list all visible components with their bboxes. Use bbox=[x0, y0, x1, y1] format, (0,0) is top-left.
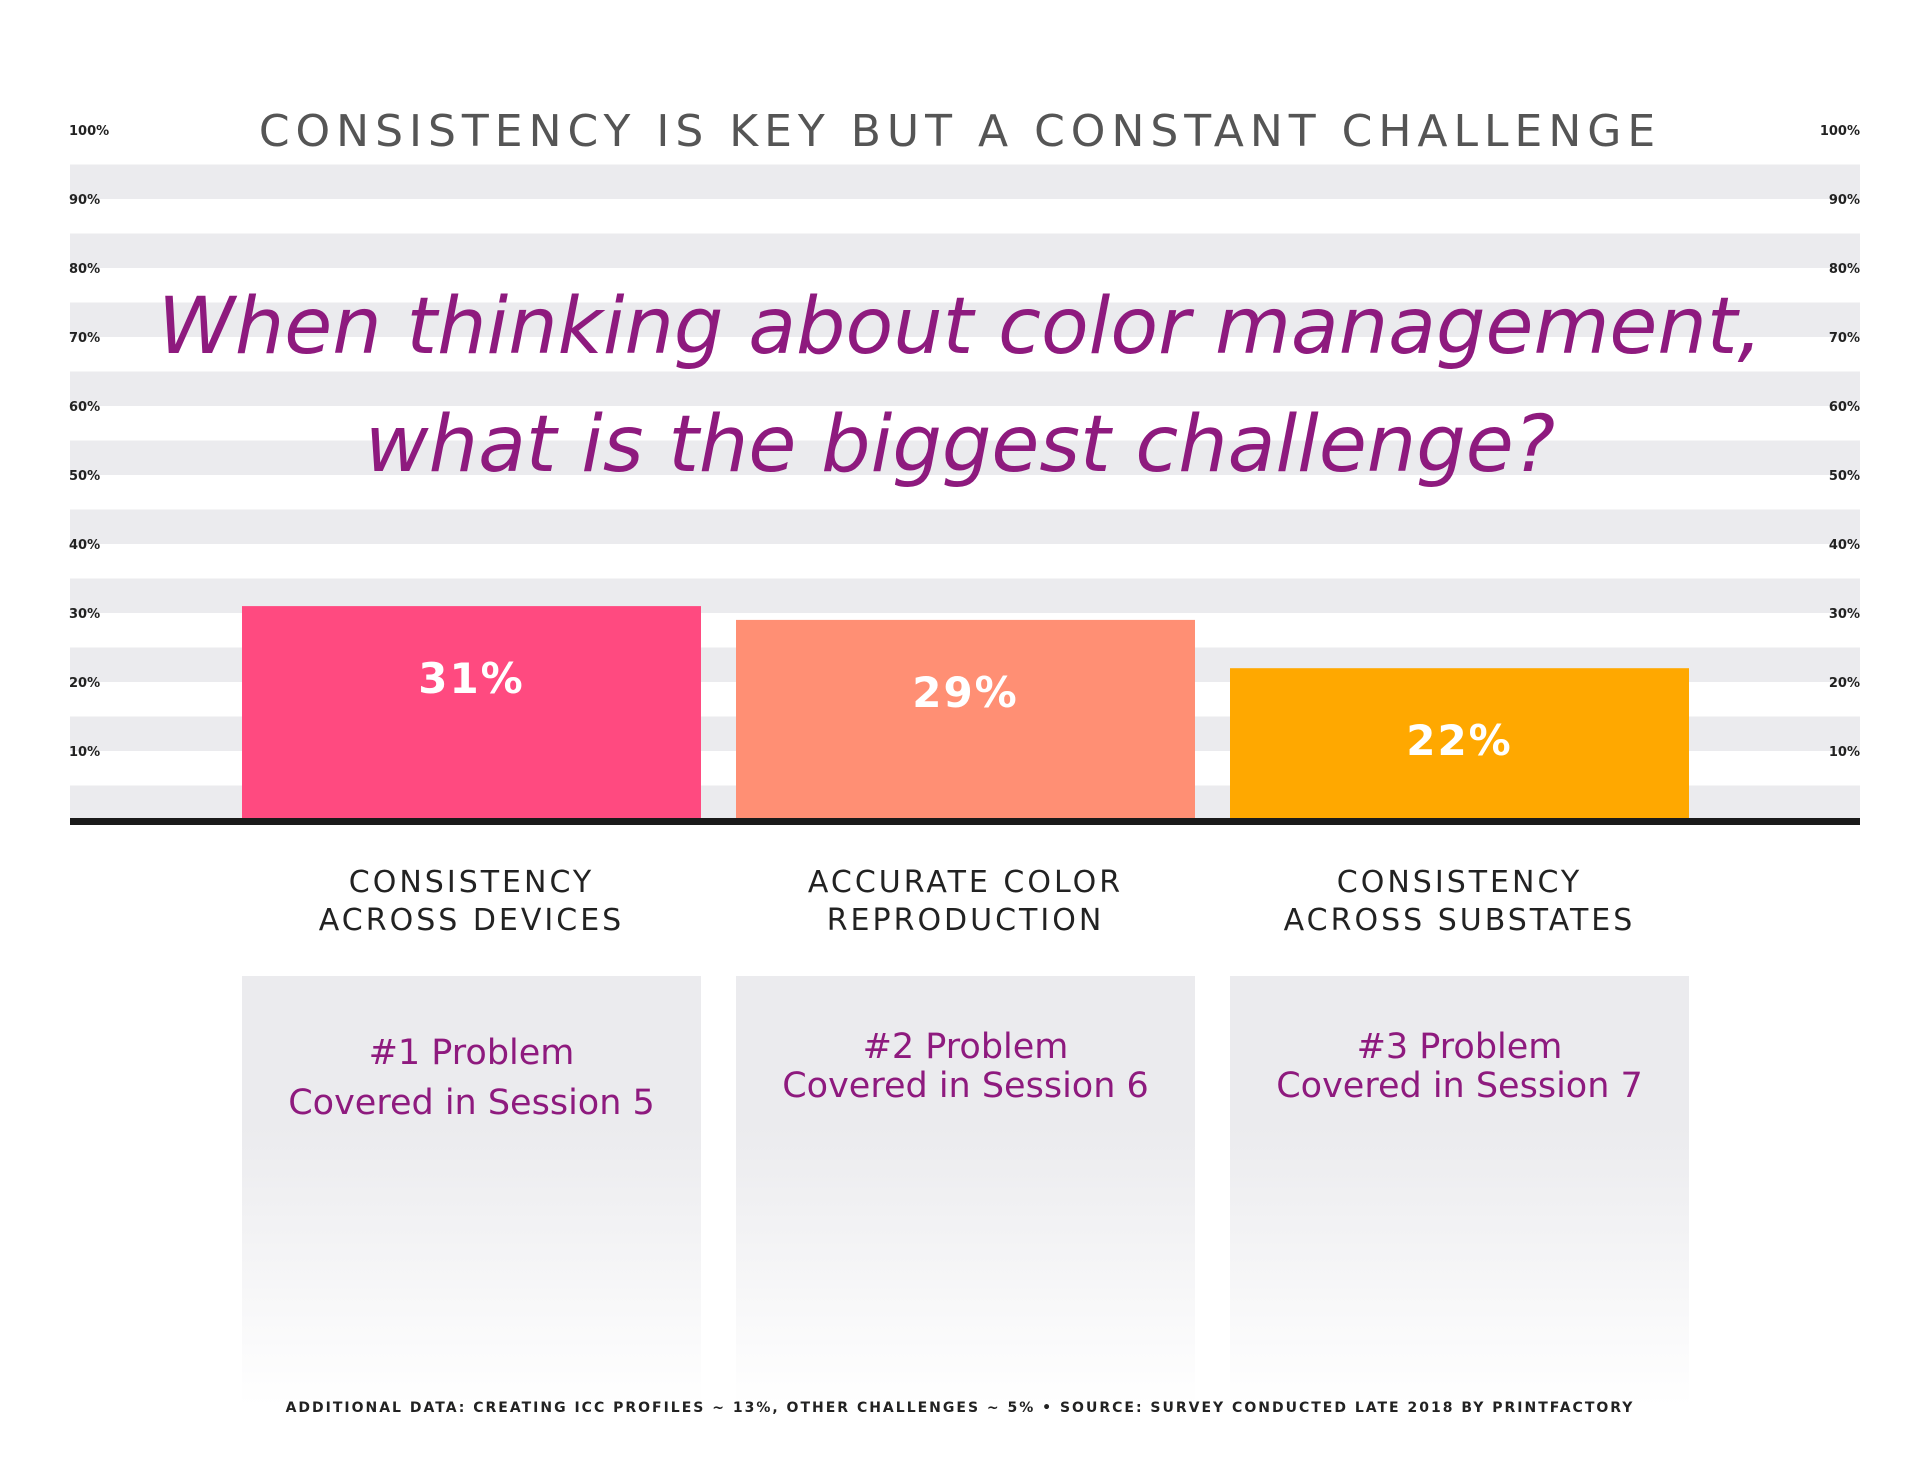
x-axis-baseline bbox=[70, 818, 1860, 825]
info-panel-line: #2 Problem bbox=[862, 1027, 1069, 1067]
y-tick-label-left: 90% bbox=[69, 193, 100, 208]
chart-title: CONSISTENCY IS KEY BUT A CONSTANT CHALLE… bbox=[258, 106, 1662, 157]
info-panel-text: #3 Problem Covered in Session 7 bbox=[1230, 1028, 1689, 1106]
bar bbox=[242, 606, 701, 820]
info-panel-problem-2: #2 Problem Covered in Session 6 bbox=[736, 976, 1195, 1406]
bar-value-label: 29% bbox=[912, 668, 1019, 717]
y-tick-label-right: 100% bbox=[1820, 124, 1860, 139]
y-tick-label-left: 40% bbox=[69, 538, 100, 553]
grid-band bbox=[70, 233, 1860, 268]
footnote: ADDITIONAL DATA: CREATING ICC PROFILES ~… bbox=[285, 1400, 1635, 1416]
category-label-line: CONSISTENCY bbox=[348, 865, 595, 900]
info-panel-line: #1 Problem bbox=[368, 1033, 575, 1073]
y-tick-label-left: 30% bbox=[69, 607, 100, 622]
bars bbox=[242, 606, 1689, 820]
grid-band bbox=[70, 302, 1860, 337]
bar bbox=[736, 619, 1195, 820]
category-label-line: CONSISTENCY bbox=[1336, 865, 1583, 900]
grid-band bbox=[70, 509, 1860, 544]
y-tick-label-left: 70% bbox=[69, 331, 100, 346]
info-panel-problem-1: #1 Problem Covered in Session 5 bbox=[242, 976, 701, 1406]
survey-question-line-1: When thinking about color management, bbox=[157, 282, 1763, 372]
y-tick-label-right: 90% bbox=[1829, 193, 1860, 208]
grid-band bbox=[70, 371, 1860, 406]
bar-value-label: 22% bbox=[1406, 716, 1513, 765]
category-label-line: ACCURATE COLOR bbox=[807, 865, 1124, 900]
info-panel-text: #2 Problem Covered in Session 6 bbox=[736, 1028, 1195, 1106]
category-label-line: ACROSS DEVICES bbox=[318, 903, 625, 938]
y-tick-label-right: 30% bbox=[1829, 607, 1860, 622]
info-panel-problem-3: #3 Problem Covered in Session 7 bbox=[1230, 976, 1689, 1406]
category-label-consistency-substates: CONSISTENCY ACROSS SUBSTATES bbox=[1230, 864, 1690, 940]
bar-value-labels: 31% 29% 22% bbox=[418, 654, 1513, 765]
y-tick-label-right: 40% bbox=[1829, 538, 1860, 553]
grid-band bbox=[70, 440, 1860, 475]
y-tick-label-left: 60% bbox=[69, 400, 100, 415]
survey-question: When thinking about color management, wh… bbox=[0, 268, 1920, 504]
info-panel-line: Covered in Session 7 bbox=[1276, 1066, 1643, 1106]
category-label-accurate-color: ACCURATE COLOR REPRODUCTION bbox=[736, 864, 1196, 940]
y-tick-label-right: 50% bbox=[1829, 469, 1860, 484]
y-tick-label-left: 20% bbox=[69, 676, 100, 691]
y-tick-label-right: 70% bbox=[1829, 331, 1860, 346]
category-label-line: REPRODUCTION bbox=[826, 903, 1105, 938]
y-tick-label-right: 20% bbox=[1829, 676, 1860, 691]
y-tick-label-right: 10% bbox=[1829, 745, 1860, 760]
y-tick-label-right: 80% bbox=[1829, 262, 1860, 277]
y-tick-label-right: 60% bbox=[1829, 400, 1860, 415]
category-label-line: ACROSS SUBSTATES bbox=[1283, 903, 1636, 938]
y-axis-ticks: 10% 10% 20% 20% 30% 30% 40% 40% 50% 50% 60% 60% 70% 7… bbox=[69, 124, 1860, 760]
info-panel-line: Covered in Session 6 bbox=[782, 1066, 1149, 1106]
bar bbox=[1230, 668, 1689, 820]
y-tick-label-left: 10% bbox=[69, 745, 100, 760]
info-panel-text: #1 Problem Covered in Session 5 bbox=[242, 1028, 701, 1128]
y-tick-label-left: 100% bbox=[69, 124, 109, 139]
y-tick-label-left: 50% bbox=[69, 469, 100, 484]
bar-value-label: 31% bbox=[418, 654, 525, 703]
grid-band bbox=[70, 164, 1860, 199]
y-tick-label-left: 80% bbox=[69, 262, 100, 277]
info-panel-line: Covered in Session 5 bbox=[288, 1083, 655, 1123]
info-panel-line: #3 Problem bbox=[1356, 1027, 1563, 1067]
category-label-consistency-devices: CONSISTENCY ACROSS DEVICES bbox=[242, 864, 702, 940]
survey-question-line-2: what is the biggest challenge? bbox=[364, 400, 1556, 490]
